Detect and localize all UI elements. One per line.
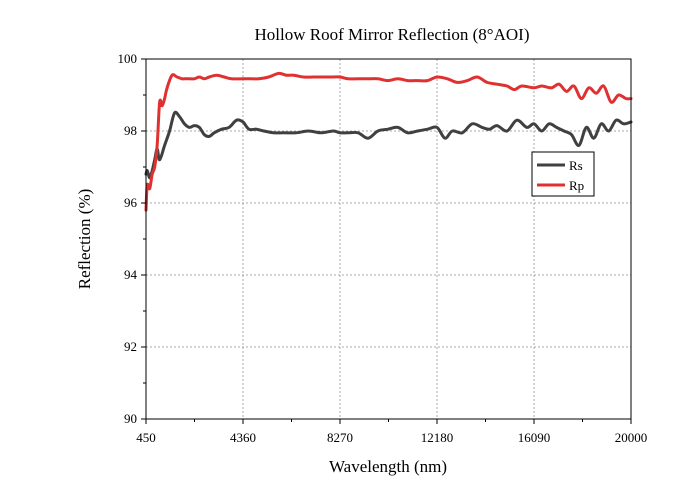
series-layer — [144, 71, 633, 212]
x-tick-label: 450 — [136, 430, 156, 445]
x-tick-label: 20000 — [615, 430, 648, 445]
x-axis-label: Wavelength (nm) — [329, 457, 447, 476]
y-tick-label: 100 — [118, 51, 138, 66]
legend-label-rs: Rs — [569, 158, 583, 173]
series-line-rp — [144, 71, 633, 212]
y-tick-label: 94 — [124, 267, 138, 282]
legend-box — [531, 151, 595, 197]
y-tick-label: 90 — [124, 411, 137, 426]
plot-frame — [145, 58, 632, 420]
x-tick-label: 16090 — [518, 430, 551, 445]
grid — [146, 59, 631, 419]
y-tick-label: 92 — [124, 339, 137, 354]
x-tick-label: 12180 — [421, 430, 454, 445]
y-axis-label: Reflection (%) — [75, 189, 94, 290]
legend: Rs Rp — [531, 151, 595, 197]
axis-ticks: 90 92 94 96 98 100 450 4360 8270 12180 16090 20000 — [118, 51, 648, 445]
chart-title: Hollow Roof Mirror Reflection (8°AOI) — [255, 25, 530, 44]
y-tick-label: 98 — [124, 123, 137, 138]
series-line-rs — [144, 110, 633, 180]
y-tick-label: 96 — [124, 195, 138, 210]
x-tick-label: 4360 — [230, 430, 256, 445]
legend-label-rp: Rp — [569, 178, 584, 193]
x-tick-label: 8270 — [327, 430, 353, 445]
